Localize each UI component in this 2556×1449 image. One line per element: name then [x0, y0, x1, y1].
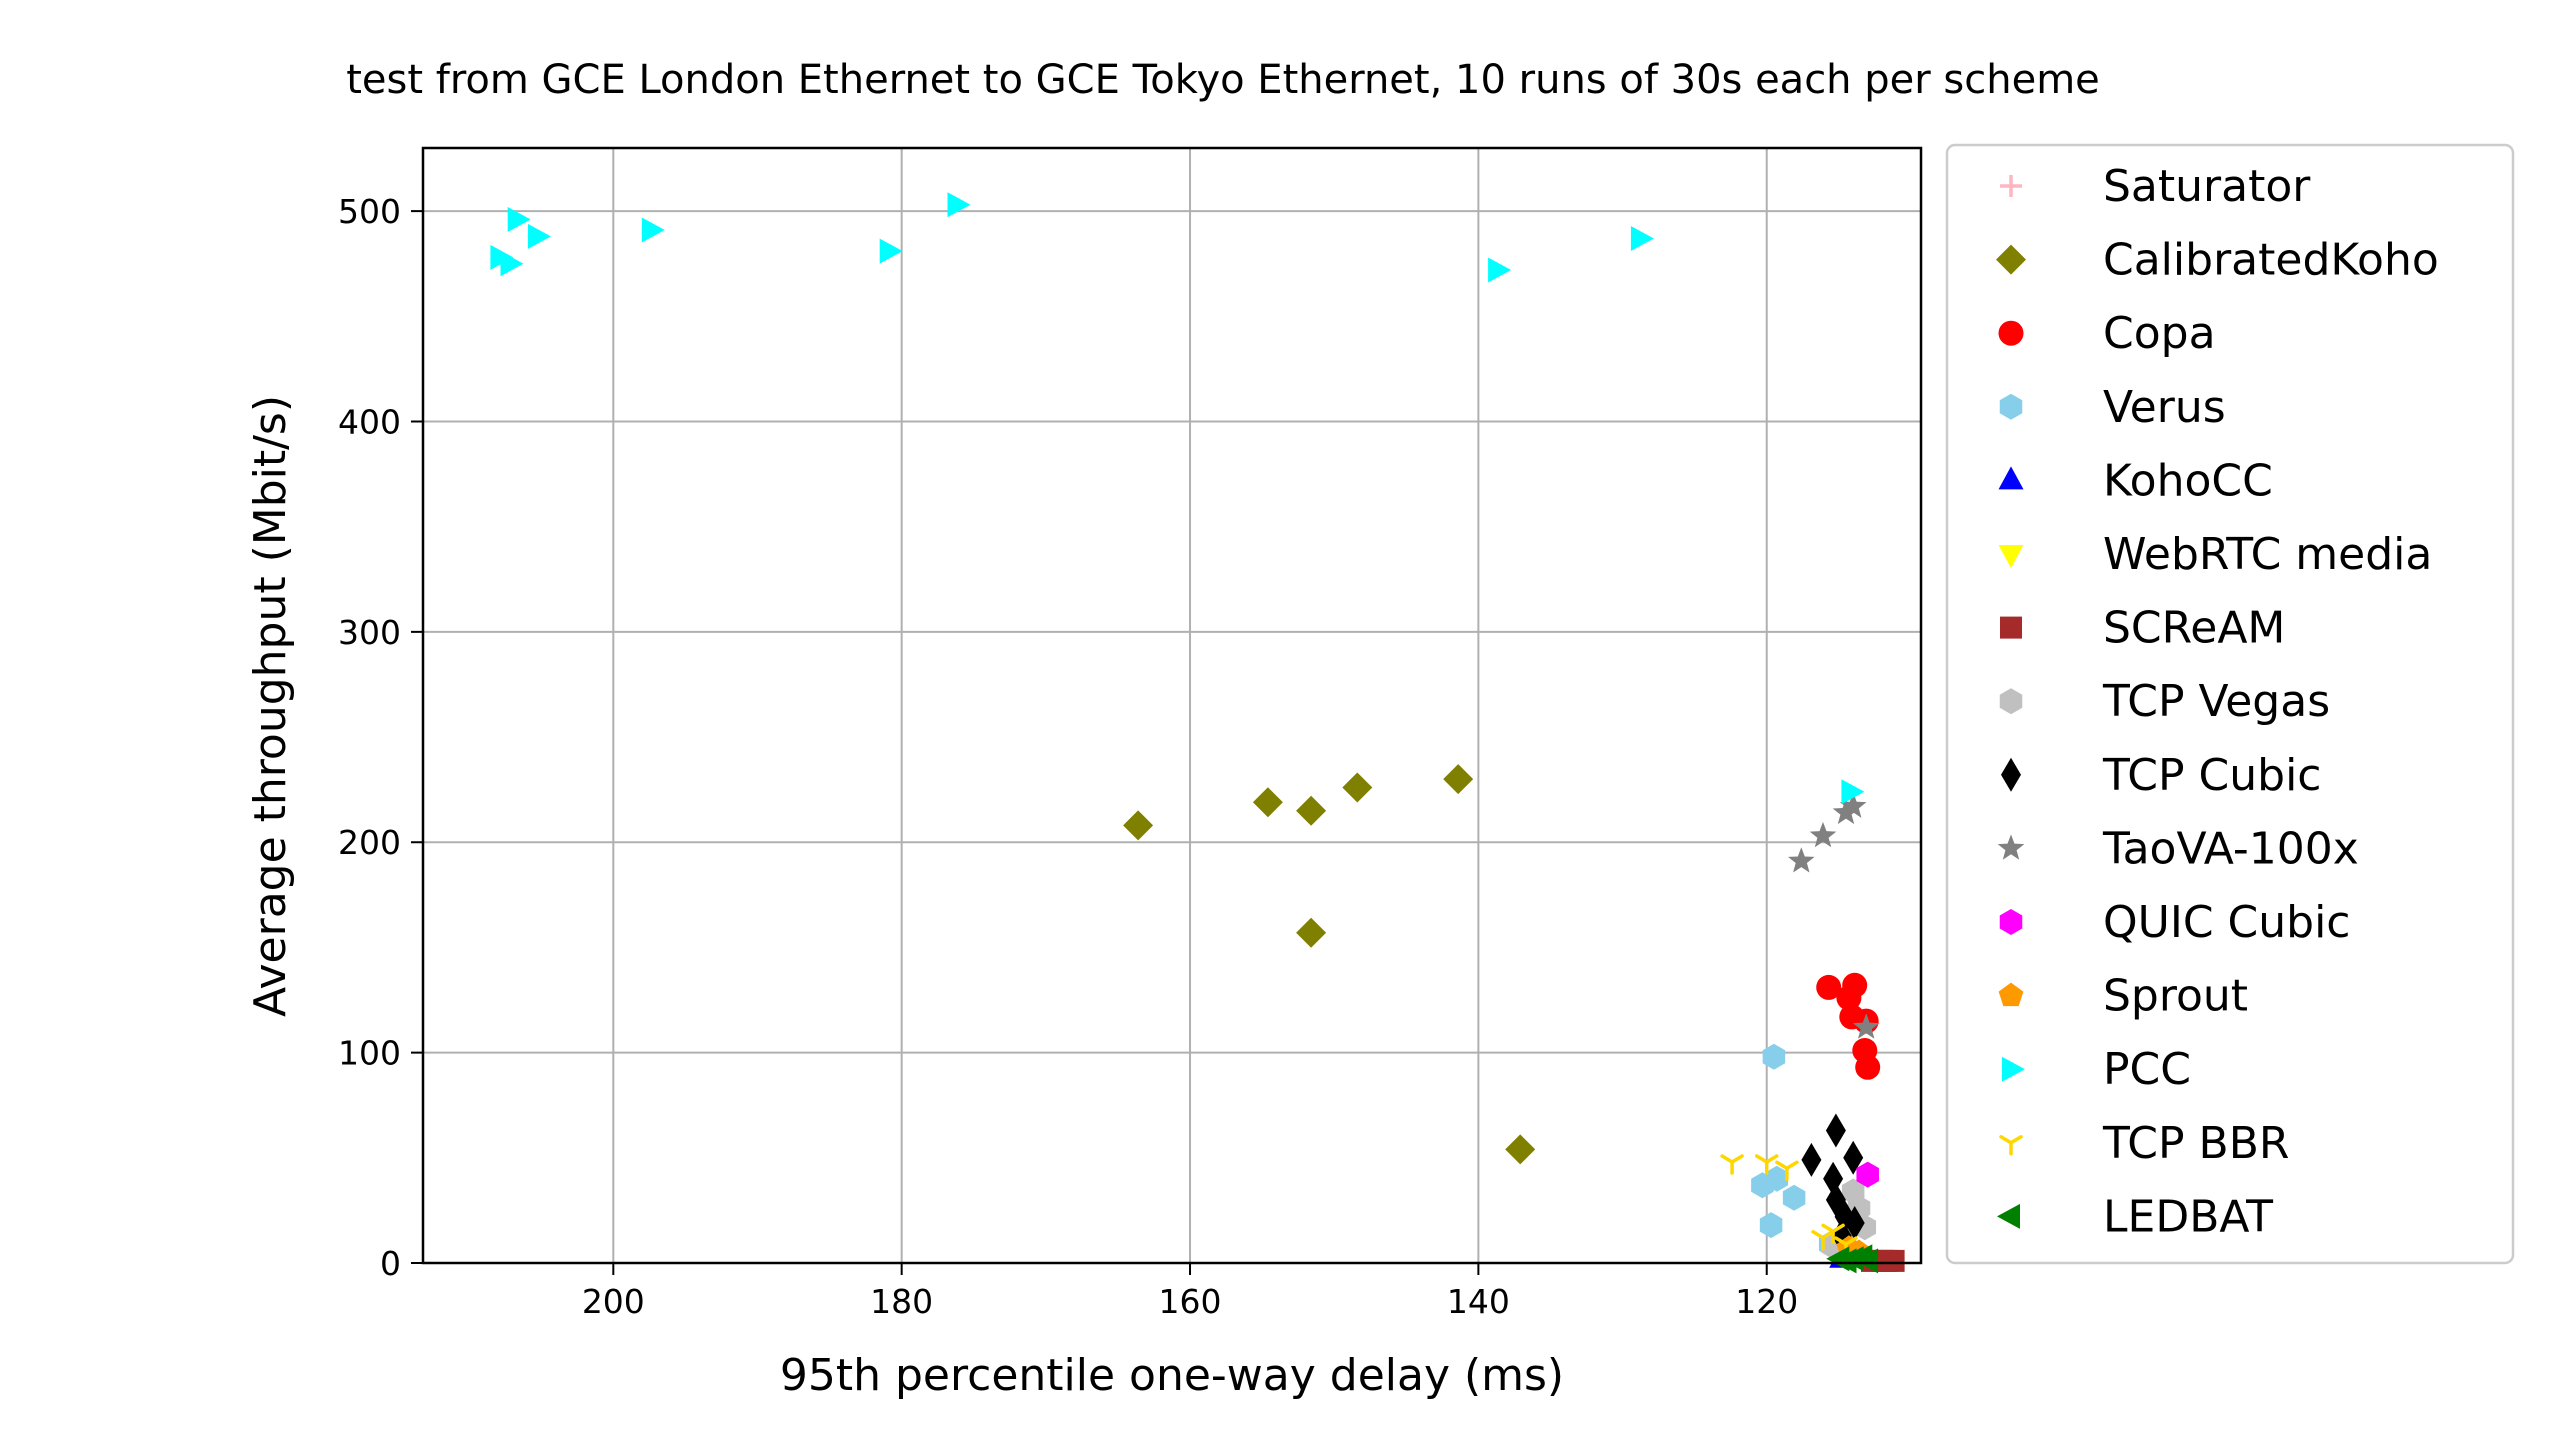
data-point — [1787, 847, 1815, 873]
legend-label: TCP Cubic — [2102, 750, 2322, 801]
data-point — [1720, 1154, 1744, 1175]
data-point — [1855, 1248, 1879, 1274]
legend-label: LEDBAT — [2103, 1191, 2273, 1242]
legend-label: Saturator — [2103, 161, 2311, 212]
legend-marker — [1997, 834, 2025, 860]
data-point — [1855, 1054, 1881, 1080]
legend-marker — [2001, 757, 2021, 792]
data-point — [947, 192, 971, 218]
data-point — [1342, 772, 1373, 803]
data-point — [500, 251, 524, 277]
data-point — [1782, 1184, 1806, 1211]
data-point — [1809, 821, 1837, 848]
legend-marker — [1996, 244, 2026, 275]
y-axis-label: Average throughput (Mbit/s) — [245, 395, 296, 1017]
y-tick-label: 0 — [380, 1244, 401, 1283]
x-tick-label: 140 — [1447, 1282, 1510, 1321]
data-point — [1123, 810, 1154, 841]
data-point — [1759, 1212, 1783, 1239]
data-point — [1443, 764, 1474, 795]
data-point — [1801, 1142, 1822, 1177]
legend-marker — [2000, 616, 2022, 639]
legend-marker — [1998, 545, 2024, 568]
legend-marker — [1998, 320, 2024, 346]
data-point — [1839, 792, 1867, 818]
data-point — [1842, 972, 1868, 998]
axis-ticks: 200 180 160 140 120 0 100 200 300 400 500 — [338, 192, 1798, 1321]
data-point — [1762, 1043, 1786, 1070]
data-point — [1252, 787, 1283, 818]
data-point — [1852, 1013, 1880, 1039]
plot-frame — [421, 146, 1923, 1265]
data-point — [1875, 1249, 1898, 1272]
data-point — [527, 223, 551, 249]
data-point — [1630, 226, 1654, 251]
data-point — [1832, 798, 1860, 825]
y-tick-label: 500 — [338, 192, 401, 231]
data-point — [1856, 1161, 1879, 1188]
y-tick-label: 100 — [338, 1034, 401, 1073]
legend-frame — [1945, 143, 2515, 1265]
data-point — [1811, 1230, 1835, 1251]
data-point — [1775, 1160, 1799, 1182]
legend-label: SCReAM — [2103, 603, 2285, 654]
data-point — [1296, 917, 1327, 948]
legend-label: TCP Vegas — [2102, 676, 2330, 727]
legend-marker — [2002, 1056, 2025, 1082]
legend-label: Copa — [2103, 308, 2216, 359]
x-tick-label: 120 — [1735, 1282, 1798, 1321]
legend-marker — [1998, 466, 2024, 490]
legend: Saturator CalibratedKoho Copa Verus KohoCC We… — [1945, 143, 2515, 1265]
data-point — [1505, 1134, 1536, 1165]
y-tick-label: 400 — [338, 402, 401, 441]
data-point — [507, 207, 531, 232]
grid-lines — [423, 148, 1921, 1264]
data-point — [1841, 779, 1865, 805]
x-tick-label: 160 — [1159, 1282, 1222, 1321]
data-point — [1816, 974, 1842, 1000]
legend-marker — [1999, 909, 2023, 935]
legend-label: WebRTC media — [2103, 529, 2432, 580]
data-point — [1844, 1206, 1865, 1240]
data-point — [1488, 257, 1512, 283]
legend-marker — [2000, 175, 2022, 197]
x-axis-label: 95th percentile one-way delay (ms) — [780, 1350, 1564, 1401]
legend-marker — [1999, 393, 2023, 420]
legend-label: TCP BBR — [2102, 1118, 2289, 1169]
data-point — [1765, 1165, 1789, 1192]
data-point — [1833, 1248, 1857, 1274]
y-tick-label: 200 — [338, 823, 401, 862]
legend-label: QUIC Cubic — [2103, 897, 2350, 948]
chart-title: test from GCE London Ethernet to GCE Tok… — [346, 57, 2100, 103]
x-tick-label: 200 — [582, 1282, 645, 1321]
legend-marker — [1999, 688, 2023, 715]
data-point — [1296, 795, 1327, 826]
legend-label: CalibratedKoho — [2103, 235, 2439, 286]
legend-label: KohoCC — [2103, 455, 2273, 506]
legend-marker — [1999, 1135, 2023, 1156]
legend-marker — [1998, 982, 2024, 1007]
x-tick-label: 180 — [870, 1282, 933, 1321]
legend-label: Verus — [2103, 382, 2226, 433]
legend-label: TaoVA-100x — [2102, 823, 2359, 874]
data-point — [1825, 1113, 1846, 1148]
legend-marker — [1997, 1203, 2020, 1229]
data-points — [490, 192, 1905, 1274]
data-point — [1843, 1140, 1864, 1175]
legend-label: PCC — [2103, 1044, 2191, 1095]
legend-label: Sprout — [2103, 971, 2248, 1022]
data-point — [641, 217, 665, 243]
y-tick-label: 300 — [338, 613, 401, 652]
data-point — [1754, 1154, 1779, 1175]
data-point — [879, 238, 903, 264]
